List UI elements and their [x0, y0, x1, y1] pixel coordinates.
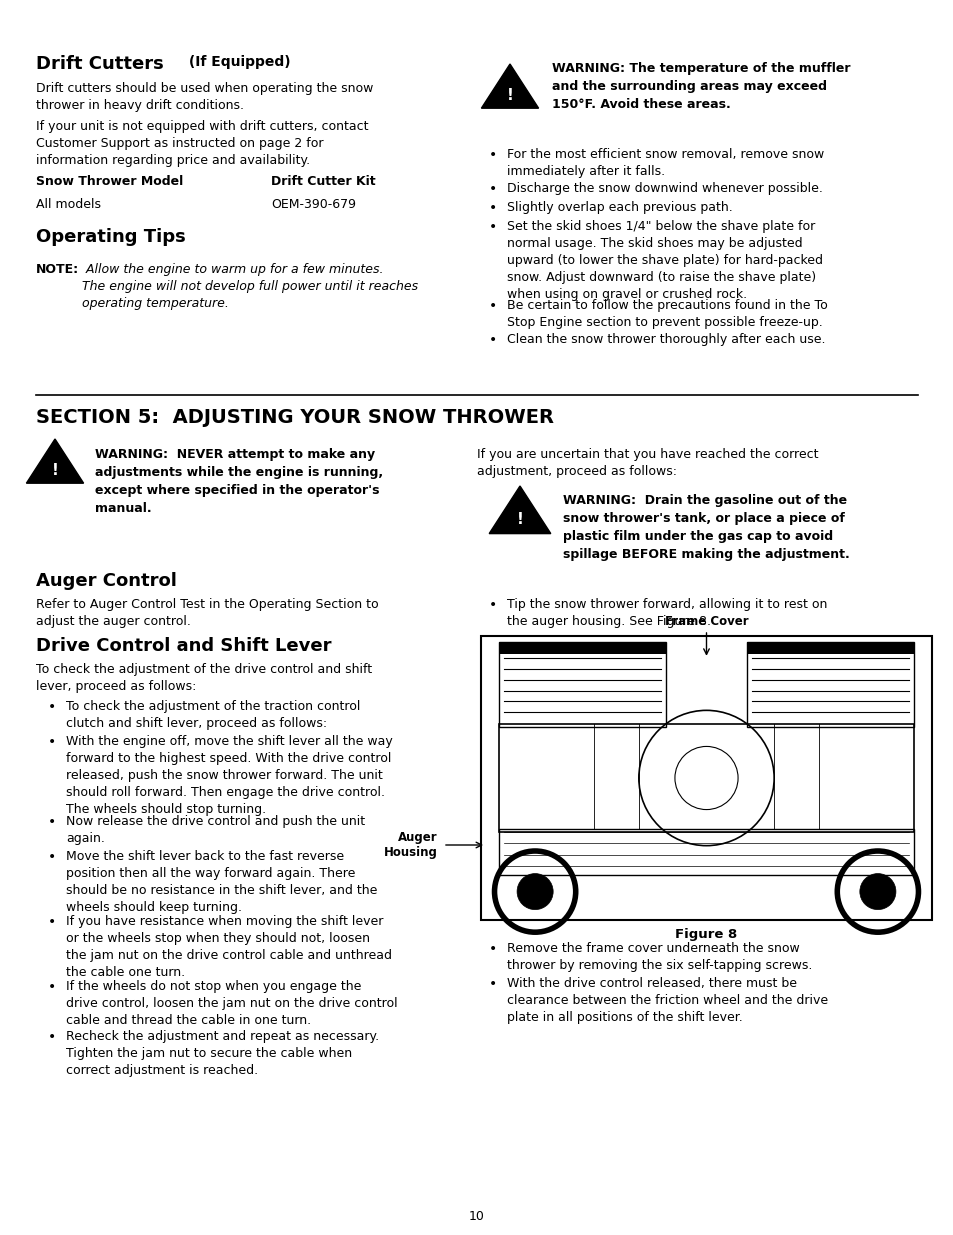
Text: •: •: [48, 915, 56, 929]
Text: •: •: [48, 981, 56, 994]
Text: •: •: [48, 850, 56, 864]
Text: Snow Thrower Model: Snow Thrower Model: [36, 175, 183, 188]
Text: Figure 8: Figure 8: [675, 927, 737, 941]
Text: If the wheels do not stop when you engage the
drive control, loosen the jam nut : If the wheels do not stop when you engag…: [66, 981, 397, 1028]
Text: Remove the frame cover underneath the snow
thrower by removing the six self-tapp: Remove the frame cover underneath the sn…: [506, 942, 812, 972]
Text: Operating Tips: Operating Tips: [36, 228, 186, 246]
Text: •: •: [489, 942, 497, 956]
Text: Set the skid shoes 1/4" below the shave plate for
normal usage. The skid shoes m: Set the skid shoes 1/4" below the shave …: [506, 220, 822, 301]
Text: Drift cutters should be used when operating the snow
thrower in heavy drift cond: Drift cutters should be used when operat…: [36, 82, 373, 112]
Text: Tip the snow thrower forward, allowing it to rest on
the auger housing. See Figu: Tip the snow thrower forward, allowing i…: [506, 598, 826, 629]
Text: With the drive control released, there must be
clearance between the friction wh: With the drive control released, there m…: [506, 977, 827, 1024]
Text: •: •: [489, 598, 497, 613]
Text: NOTE:: NOTE:: [36, 263, 79, 275]
Polygon shape: [481, 64, 538, 109]
Text: Recheck the adjustment and repeat as necessary.
Tighten the jam nut to secure th: Recheck the adjustment and repeat as nec…: [66, 1030, 378, 1077]
Bar: [746, 642, 913, 727]
Text: All models: All models: [36, 198, 101, 211]
Text: •: •: [489, 977, 497, 990]
Text: To check the adjustment of the traction control
clutch and shift lever, proceed : To check the adjustment of the traction …: [66, 700, 360, 730]
Text: •: •: [489, 220, 497, 233]
Text: !: !: [51, 463, 58, 478]
Text: Allow the engine to warm up for a few minutes.
The engine will not develop full : Allow the engine to warm up for a few mi…: [82, 263, 417, 310]
Text: SECTION 5:  ADJUSTING YOUR SNOW THROWER: SECTION 5: ADJUSTING YOUR SNOW THROWER: [36, 408, 554, 427]
Text: WARNING:  Drain the gasoline out of the
snow thrower's tank, or place a piece of: WARNING: Drain the gasoline out of the s…: [562, 494, 849, 561]
Text: !: !: [506, 88, 513, 103]
Text: •: •: [48, 700, 56, 714]
Text: •: •: [489, 333, 497, 347]
Text: Auger Control: Auger Control: [36, 572, 176, 590]
Text: •: •: [489, 299, 497, 312]
Text: •: •: [48, 815, 56, 829]
Text: •: •: [48, 1030, 56, 1044]
Text: OEM-390-679: OEM-390-679: [271, 198, 355, 211]
Text: Discharge the snow downwind whenever possible.: Discharge the snow downwind whenever pos…: [506, 182, 822, 195]
Polygon shape: [489, 487, 550, 534]
Circle shape: [517, 873, 553, 910]
Text: Drift Cutters: Drift Cutters: [36, 56, 164, 73]
Text: WARNING: The temperature of the muffler
and the surrounding areas may exceed
150: WARNING: The temperature of the muffler …: [552, 62, 850, 111]
Text: WARNING:  NEVER attempt to make any
adjustments while the engine is running,
exc: WARNING: NEVER attempt to make any adjus…: [95, 448, 383, 515]
Text: 10: 10: [469, 1210, 484, 1223]
Text: Auger
Housing: Auger Housing: [384, 831, 437, 860]
Text: •: •: [48, 735, 56, 748]
Text: Refer to Auger Control Test in the Operating Section to
adjust the auger control: Refer to Auger Control Test in the Opera…: [36, 598, 378, 629]
Text: With the engine off, move the shift lever all the way
forward to the highest spe: With the engine off, move the shift leve…: [66, 735, 393, 816]
Text: Be certain to follow the precautions found in the To
Stop Engine section to prev: Be certain to follow the precautions fou…: [506, 299, 827, 329]
Bar: [498, 829, 913, 874]
Polygon shape: [27, 438, 84, 483]
Bar: [746, 642, 913, 655]
Circle shape: [859, 873, 895, 910]
Text: If you have resistance when moving the shift lever
or the wheels stop when they : If you have resistance when moving the s…: [66, 915, 392, 979]
Text: Clean the snow thrower thoroughly after each use.: Clean the snow thrower thoroughly after …: [506, 333, 824, 346]
Text: •: •: [489, 201, 497, 215]
Text: Drift Cutter Kit: Drift Cutter Kit: [271, 175, 375, 188]
Bar: [480, 636, 931, 920]
Text: •: •: [489, 182, 497, 196]
Bar: [498, 642, 665, 655]
Text: Now release the drive control and push the unit
again.: Now release the drive control and push t…: [66, 815, 365, 845]
Text: If you are uncertain that you have reached the correct
adjustment, proceed as fo: If you are uncertain that you have reach…: [476, 448, 818, 478]
Text: For the most efficient snow removal, remove snow
immediately after it falls.: For the most efficient snow removal, rem…: [506, 148, 823, 178]
Text: If your unit is not equipped with drift cutters, contact
Customer Support as ins: If your unit is not equipped with drift …: [36, 120, 368, 167]
Text: Move the shift lever back to the fast reverse
position then all the way forward : Move the shift lever back to the fast re…: [66, 850, 377, 914]
Text: Slightly overlap each previous path.: Slightly overlap each previous path.: [506, 201, 732, 214]
Text: To check the adjustment of the drive control and shift
lever, proceed as follows: To check the adjustment of the drive con…: [36, 663, 372, 693]
Text: •: •: [489, 148, 497, 162]
Text: (If Equipped): (If Equipped): [184, 56, 291, 69]
Bar: [498, 724, 913, 832]
Text: Frame Cover: Frame Cover: [664, 615, 747, 629]
Bar: [498, 642, 665, 727]
Text: !: !: [516, 513, 523, 527]
Text: Drive Control and Shift Lever: Drive Control and Shift Lever: [36, 637, 331, 655]
